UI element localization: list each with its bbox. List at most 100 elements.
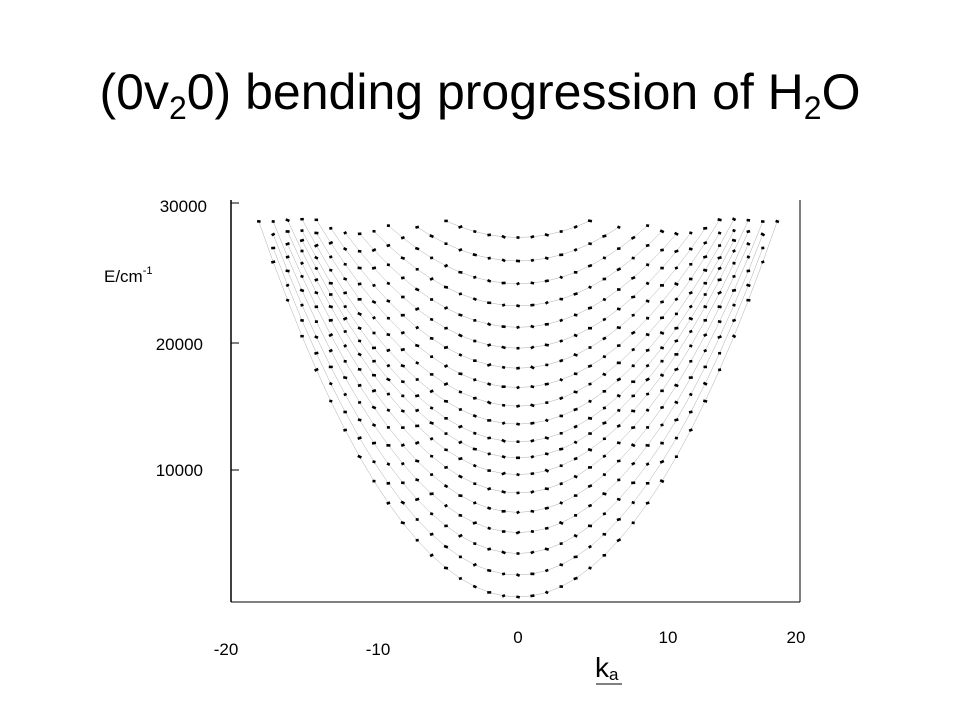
data-point xyxy=(400,347,406,352)
data-point xyxy=(631,364,635,368)
data-point xyxy=(559,275,564,280)
data-point xyxy=(473,275,477,279)
data-point xyxy=(616,408,621,413)
data-point xyxy=(501,345,506,350)
data-point xyxy=(415,424,420,428)
data-point xyxy=(544,568,549,573)
data-point xyxy=(732,303,736,307)
data-point xyxy=(659,459,665,464)
data-point xyxy=(559,464,563,468)
title-text-2: 0) bending progression of H xyxy=(186,64,804,120)
data-point xyxy=(630,443,636,448)
data-point xyxy=(414,287,420,292)
data-point xyxy=(602,297,607,302)
data-point xyxy=(415,225,420,229)
data-point xyxy=(616,441,621,445)
data-point xyxy=(271,220,275,223)
data-point xyxy=(444,448,448,452)
data-point xyxy=(587,447,593,452)
data-point xyxy=(357,454,362,459)
data-point xyxy=(588,285,592,289)
data-point xyxy=(386,408,391,412)
data-point xyxy=(386,377,391,382)
data-point xyxy=(660,248,664,252)
data-point xyxy=(328,255,333,259)
series-guide-v2-9 xyxy=(301,219,735,425)
data-point xyxy=(501,550,506,555)
data-point xyxy=(429,373,434,376)
data-point xyxy=(501,303,506,307)
data-point xyxy=(674,383,679,388)
data-point xyxy=(602,437,606,441)
data-point xyxy=(545,363,549,367)
data-point xyxy=(501,325,506,329)
data-point xyxy=(516,422,521,426)
data-point xyxy=(328,281,333,285)
data-point xyxy=(415,518,419,521)
data-point xyxy=(544,487,549,491)
data-point xyxy=(300,274,304,279)
data-point xyxy=(443,263,449,268)
data-point xyxy=(717,244,722,248)
data-point xyxy=(343,304,348,309)
data-point xyxy=(746,255,751,259)
data-point xyxy=(400,520,406,525)
data-point xyxy=(688,316,694,321)
data-point xyxy=(573,313,578,317)
data-point xyxy=(487,256,491,260)
data-point xyxy=(501,530,506,533)
data-point xyxy=(602,491,607,496)
data-point xyxy=(732,249,736,253)
data-point xyxy=(573,555,578,559)
data-point xyxy=(444,219,448,223)
data-point xyxy=(487,506,492,510)
data-point xyxy=(703,333,708,338)
data-point xyxy=(559,414,564,418)
data-point xyxy=(544,436,550,440)
data-point xyxy=(645,281,650,286)
data-point xyxy=(559,585,564,589)
data-point xyxy=(703,241,708,245)
data-point xyxy=(444,432,448,436)
data-point xyxy=(703,304,708,309)
data-point xyxy=(688,392,693,397)
data-point xyxy=(717,266,722,271)
data-point xyxy=(574,514,578,517)
y-tick-label-10000: 10000 xyxy=(156,461,203,480)
data-point xyxy=(544,547,550,551)
data-point xyxy=(775,219,780,224)
data-point xyxy=(559,431,563,435)
data-point xyxy=(429,336,434,340)
data-point xyxy=(573,456,578,461)
data-point xyxy=(400,313,405,317)
data-point xyxy=(357,249,362,253)
data-point xyxy=(357,367,362,371)
data-point xyxy=(414,459,420,463)
data-point xyxy=(343,291,348,295)
data-point xyxy=(473,229,477,234)
y-axis-label-main: E/cm xyxy=(104,267,143,286)
series-guide-v2-5 xyxy=(287,231,749,494)
data-point xyxy=(329,268,333,272)
data-point xyxy=(516,281,520,286)
data-point xyxy=(544,279,549,283)
data-point xyxy=(429,532,434,537)
data-point xyxy=(659,284,665,287)
data-point xyxy=(458,456,463,461)
data-point xyxy=(544,506,550,510)
data-point xyxy=(717,368,722,372)
data-point xyxy=(588,346,592,349)
data-point xyxy=(472,447,477,451)
data-point xyxy=(573,474,578,479)
data-point xyxy=(746,241,751,246)
data-point xyxy=(415,408,420,413)
data-point xyxy=(429,553,434,558)
data-point xyxy=(314,266,319,271)
data-point xyxy=(731,217,737,222)
data-point xyxy=(443,382,449,387)
data-point xyxy=(400,256,406,261)
data-point xyxy=(400,363,406,368)
data-point xyxy=(328,381,333,386)
data-point xyxy=(357,352,362,357)
data-point xyxy=(645,263,650,267)
